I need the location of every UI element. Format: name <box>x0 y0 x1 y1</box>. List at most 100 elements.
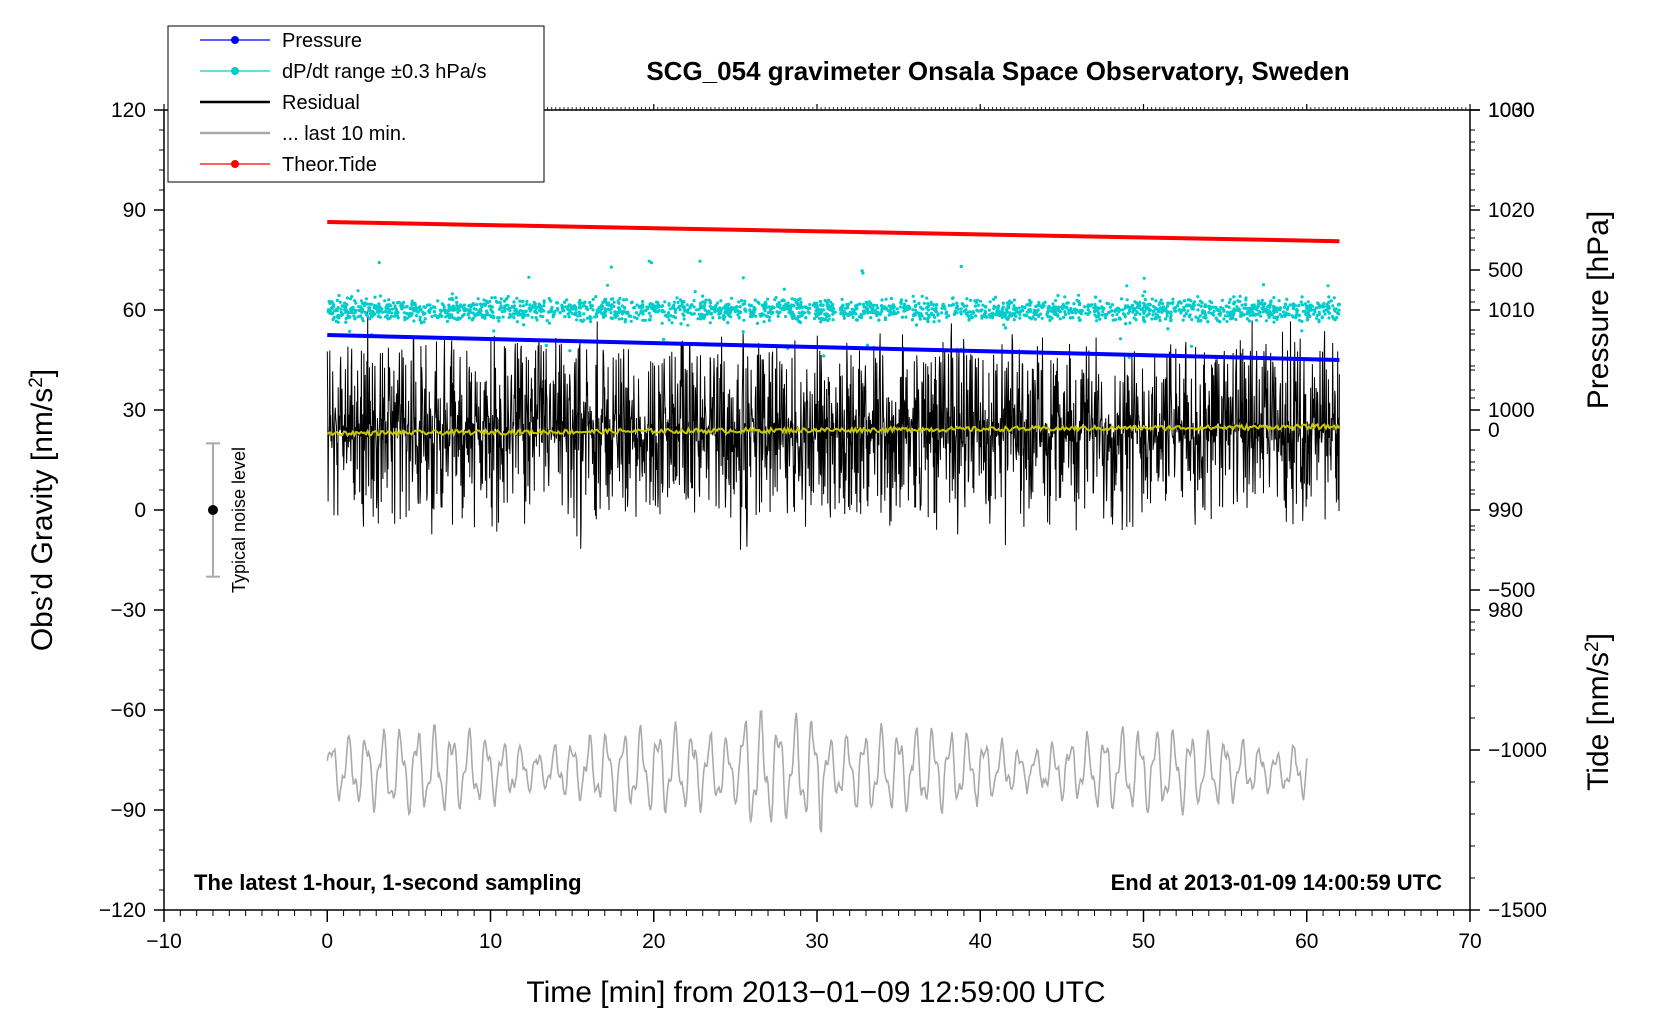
dpdt-point <box>1196 316 1200 320</box>
dpdt-point <box>814 314 819 318</box>
dpdt-point <box>896 310 900 315</box>
legend-swatch-marker <box>231 67 239 75</box>
dpdt-point <box>1223 314 1228 318</box>
dpdt-point <box>669 314 673 318</box>
dpdt-point <box>1181 318 1185 322</box>
dpdt-point <box>1078 318 1082 322</box>
dpdt-point <box>676 300 680 305</box>
dpdt-point <box>1014 309 1019 314</box>
dpdt-point <box>1198 314 1202 318</box>
dpdt-point <box>996 305 1000 309</box>
dpdt-point <box>620 317 624 321</box>
dpdt-point <box>899 300 903 304</box>
dpdt-point <box>1135 310 1139 315</box>
dpdt-point <box>760 313 764 318</box>
dpdt-point <box>968 298 973 302</box>
dpdt-point <box>994 313 998 317</box>
dpdt-point <box>469 304 473 308</box>
dpdt-point <box>682 313 686 318</box>
dpdt-point <box>1263 301 1267 306</box>
dpdt-point <box>1166 301 1170 305</box>
dpdt-point <box>1182 308 1186 312</box>
dpdt-point <box>1068 316 1072 320</box>
dpdt-point <box>1001 301 1005 305</box>
dpdt-point <box>673 310 678 314</box>
dpdt-point <box>547 297 551 301</box>
pressure-tick-label: 1020 <box>1488 199 1535 222</box>
dpdt-point <box>1126 311 1130 315</box>
dpdt-point <box>483 313 487 317</box>
dpdt-point <box>379 294 383 298</box>
dpdt-point <box>487 304 491 308</box>
dpdt-point <box>743 299 747 303</box>
dpdt-point <box>358 314 363 318</box>
dpdt-point <box>1067 311 1071 315</box>
dpdt-point <box>1027 303 1031 307</box>
dpdt-point <box>708 304 712 308</box>
dpdt-point <box>383 310 388 314</box>
dpdt-point <box>1117 307 1121 311</box>
dpdt-point <box>823 298 827 303</box>
dpdt-point <box>726 321 730 325</box>
dpdt-point <box>512 300 516 304</box>
dpdt-point <box>1235 305 1239 309</box>
dpdt-point <box>1092 309 1097 313</box>
dpdt-point <box>419 321 424 325</box>
dpdt-point <box>645 307 650 311</box>
dpdt-point <box>451 306 455 310</box>
dpdt-point <box>1245 310 1250 314</box>
dpdt-point <box>1050 316 1054 320</box>
dpdt-point <box>1179 311 1183 315</box>
dpdt-point <box>1274 315 1278 319</box>
dpdt-point <box>891 303 895 307</box>
dpdt-point <box>623 320 627 324</box>
dpdt-point <box>581 304 585 308</box>
dpdt-point <box>959 264 963 269</box>
dpdt-point <box>509 314 513 318</box>
dpdt-point <box>1256 312 1260 316</box>
dpdt-point <box>825 314 829 319</box>
dpdt-point <box>947 303 951 308</box>
legend-item-label: Pressure <box>282 30 362 52</box>
tide-tick-label: 500 <box>1488 259 1523 282</box>
dpdt-point <box>1019 309 1023 313</box>
dpdt-point <box>756 300 760 304</box>
dpdt-point <box>440 314 444 318</box>
dpdt-point <box>632 306 636 310</box>
dpdt-point <box>1142 318 1146 322</box>
dpdt-point <box>617 301 621 305</box>
dpdt-point <box>1154 312 1158 316</box>
dpdt-point <box>1141 315 1145 320</box>
dpdt-point <box>1007 304 1011 308</box>
dpdt-point <box>1327 311 1332 315</box>
dpdt-point <box>953 309 957 313</box>
dpdt-point <box>354 301 358 305</box>
dpdt-point <box>947 314 951 318</box>
dpdt-point <box>816 311 820 315</box>
dpdt-point <box>1115 312 1119 317</box>
dpdt-point <box>823 312 827 316</box>
annotation-right: End at 2013-01-09 14:00:59 UTC <box>1111 870 1442 895</box>
dpdt-point <box>1170 301 1175 305</box>
dpdt-point <box>1268 302 1272 307</box>
dpdt-point <box>942 304 946 308</box>
dpdt-point <box>1165 311 1169 315</box>
dpdt-point <box>772 306 776 310</box>
dpdt-point <box>1142 276 1146 280</box>
dpdt-point <box>1222 317 1226 321</box>
dpdt-point <box>359 299 364 303</box>
dpdt-point <box>1012 298 1017 302</box>
dpdt-point <box>1333 318 1337 322</box>
dpdt-point <box>673 315 678 320</box>
dpdt-point <box>1238 294 1242 298</box>
dpdt-point <box>451 304 455 308</box>
dpdt-point <box>1101 309 1105 314</box>
dpdt-point <box>1207 310 1211 315</box>
dpdt-point <box>1107 311 1111 315</box>
dpdt-point <box>1254 312 1258 316</box>
dpdt-point <box>766 297 770 301</box>
dpdt-point <box>618 296 622 300</box>
dpdt-point <box>578 302 582 307</box>
dpdt-point <box>493 296 497 300</box>
dpdt-point <box>792 304 796 308</box>
